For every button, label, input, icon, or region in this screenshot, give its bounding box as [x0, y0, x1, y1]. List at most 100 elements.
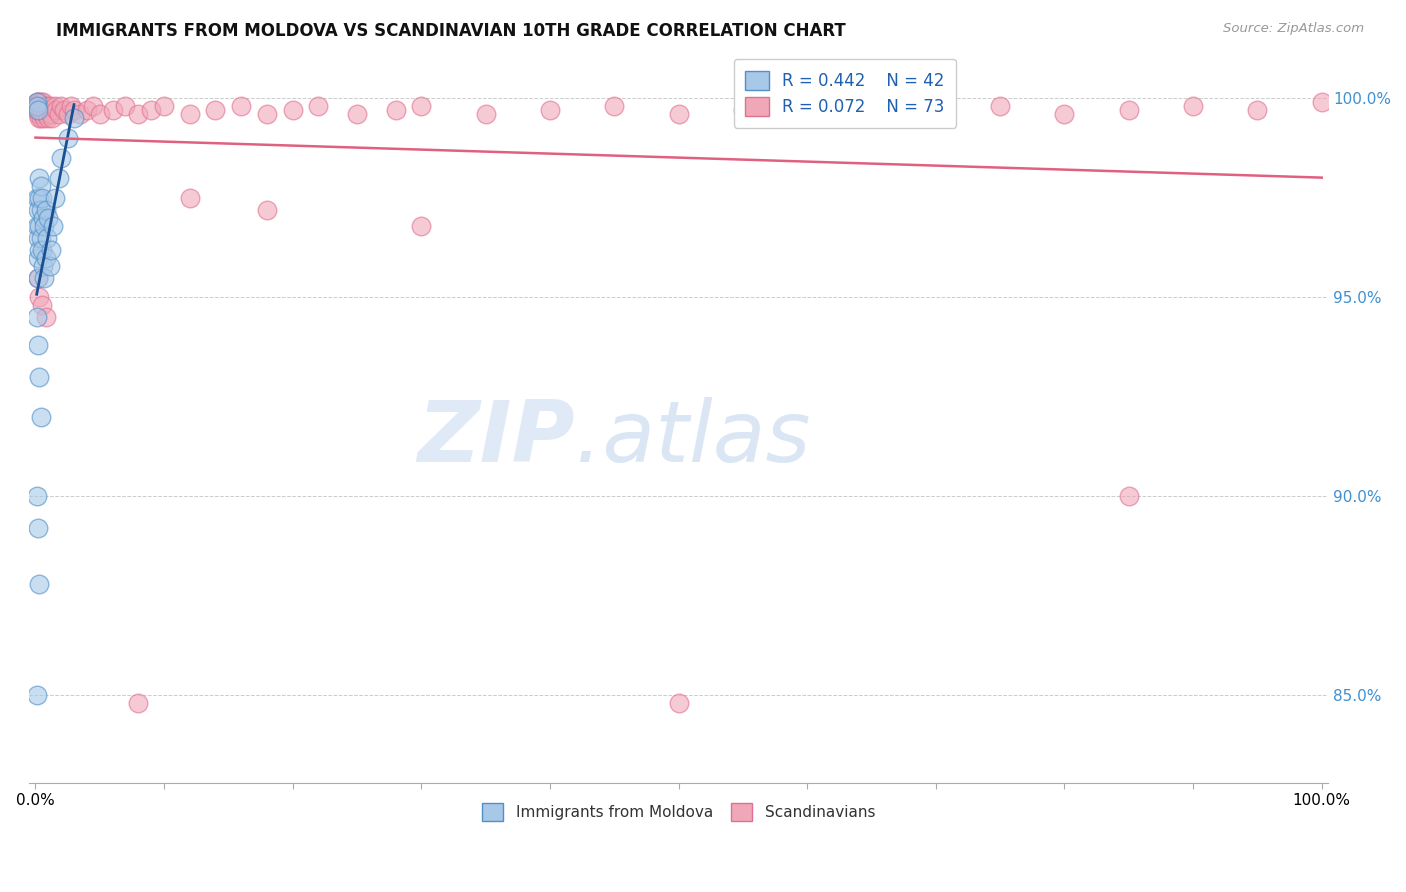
Point: [860, 107, 883, 121]
Point: [127, 697, 149, 711]
Point: [45, 103, 67, 118]
Point: [48, 171, 70, 186]
Point: [179, 191, 201, 205]
Point: [32, 95, 55, 110]
Point: [28, 370, 51, 384]
Point: [48, 107, 70, 121]
Point: [76, 103, 98, 118]
Point: [39, 243, 62, 257]
Point: [44, 99, 66, 113]
Point: [28, 191, 51, 205]
Point: [1053, 107, 1076, 121]
Point: [63, 112, 86, 126]
Point: [925, 103, 948, 118]
Point: [56, 131, 79, 145]
Point: [38, 99, 60, 113]
Point: [204, 103, 226, 118]
Point: [1246, 103, 1268, 118]
Point: [69, 107, 91, 121]
Point: [49, 151, 72, 165]
Point: [25, 689, 48, 703]
Point: [231, 99, 253, 113]
Point: [1118, 490, 1140, 504]
Point: [988, 99, 1011, 113]
Point: [42, 219, 65, 233]
Point: [31, 99, 53, 113]
Point: [27, 202, 49, 217]
Point: [538, 103, 561, 118]
Point: [35, 103, 58, 118]
Point: [25, 310, 48, 325]
Text: .atlas: .atlas: [575, 397, 810, 480]
Point: [63, 103, 86, 118]
Point: [256, 107, 278, 121]
Point: [25, 219, 48, 233]
Point: [32, 211, 55, 225]
Point: [256, 202, 278, 217]
Point: [34, 219, 56, 233]
Point: [35, 202, 58, 217]
Point: [30, 409, 52, 424]
Point: [28, 99, 51, 113]
Point: [30, 179, 52, 194]
Point: [35, 99, 58, 113]
Point: [30, 112, 52, 126]
Point: [28, 95, 51, 110]
Point: [25, 103, 48, 118]
Point: [52, 103, 75, 118]
Point: [34, 112, 56, 126]
Point: [82, 99, 104, 113]
Point: [31, 243, 53, 257]
Point: [31, 298, 53, 312]
Point: [346, 107, 368, 121]
Point: [25, 490, 48, 504]
Point: [38, 259, 60, 273]
Point: [307, 99, 329, 113]
Point: [1182, 99, 1205, 113]
Point: [27, 231, 49, 245]
Point: [28, 243, 51, 257]
Point: [37, 112, 59, 126]
Point: [27, 103, 49, 118]
Point: [44, 191, 66, 205]
Point: [25, 99, 48, 113]
Point: [1310, 95, 1333, 110]
Point: [603, 99, 626, 113]
Point: [127, 107, 149, 121]
Point: [27, 270, 49, 285]
Point: [27, 251, 49, 265]
Point: [27, 270, 49, 285]
Point: [25, 95, 48, 110]
Point: [32, 259, 55, 273]
Point: [411, 219, 433, 233]
Text: Source: ZipAtlas.com: Source: ZipAtlas.com: [1223, 22, 1364, 36]
Point: [27, 107, 49, 121]
Point: [796, 99, 818, 113]
Point: [153, 99, 176, 113]
Point: [60, 99, 83, 113]
Point: [39, 107, 62, 121]
Point: [35, 107, 58, 121]
Point: [41, 112, 63, 126]
Point: [30, 231, 52, 245]
Point: [668, 697, 690, 711]
Point: [28, 112, 51, 126]
Point: [28, 577, 51, 591]
Point: [35, 310, 58, 325]
Point: [384, 103, 406, 118]
Point: [281, 103, 304, 118]
Point: [28, 219, 51, 233]
Point: [35, 251, 58, 265]
Point: [49, 99, 72, 113]
Point: [30, 95, 52, 110]
Point: [25, 191, 48, 205]
Point: [668, 107, 690, 121]
Point: [1118, 103, 1140, 118]
Point: [31, 191, 53, 205]
Point: [27, 338, 49, 352]
Point: [56, 107, 79, 121]
Point: [34, 270, 56, 285]
Point: [27, 99, 49, 113]
Legend: Immigrants from Moldova, Scandinavians: Immigrants from Moldova, Scandinavians: [475, 797, 882, 827]
Point: [101, 103, 124, 118]
